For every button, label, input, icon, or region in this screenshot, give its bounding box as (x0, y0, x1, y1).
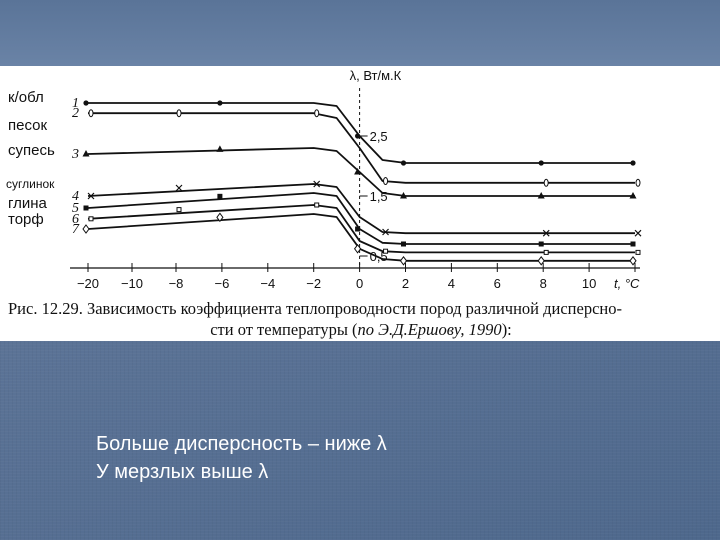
series-marker-7 (399, 255, 408, 266)
series-marker-5 (401, 241, 406, 247)
series-marker-6 (88, 216, 94, 222)
series-marker-3 (82, 150, 90, 157)
x-tick-label: 2 (402, 276, 409, 291)
caption-line-1: Рис. 12.29. Зависимость коэффициента теп… (8, 299, 622, 318)
note-line-2: У мерзлых выше λ (96, 461, 269, 483)
series-marker-7 (353, 243, 362, 254)
series-marker-1 (217, 100, 223, 106)
series-marker-6 (543, 249, 549, 255)
x-tick-label: −2 (306, 276, 321, 291)
y-mark-label: 2,5 (370, 129, 388, 144)
series-line-6 (87, 204, 635, 254)
series-number-7: 7 (72, 222, 80, 237)
series-marker-4 (542, 229, 550, 237)
series-marker-2 (314, 109, 320, 118)
series-marker-1 (355, 133, 361, 139)
series-marker-7 (629, 255, 637, 266)
soil-label-3: супесь (8, 142, 55, 159)
series-marker-2 (88, 109, 94, 118)
x-tick-label: −8 (169, 276, 184, 291)
series-line-2 (88, 112, 635, 184)
series-marker-6 (383, 248, 389, 254)
series-marker-7 (537, 255, 545, 266)
series-marker-2 (383, 177, 389, 185)
x-tick-label: 0 (356, 276, 363, 291)
caption-line-2-c: ): (501, 320, 512, 339)
series-marker-5 (630, 241, 636, 247)
series-marker-5 (538, 241, 544, 247)
series-marker-1 (83, 100, 89, 106)
series-marker-4 (382, 228, 389, 236)
series-marker-3 (400, 192, 407, 199)
series-number-2: 2 (72, 106, 79, 121)
series-number-3: 3 (71, 147, 79, 162)
series-marker-4 (313, 180, 321, 188)
chart-markers (82, 100, 642, 266)
x-tick-label: −20 (77, 276, 99, 291)
series-marker-3 (354, 168, 362, 175)
x-tick-label: −10 (121, 276, 143, 291)
x-tick-label: 10 (582, 276, 596, 291)
series-marker-5 (355, 226, 361, 232)
series-number-1: 1 (72, 96, 79, 111)
series-marker-4 (87, 192, 95, 200)
series-marker-2 (635, 178, 641, 187)
thermal-conductivity-chart: −20 −10 −8 −6 −4 −2 0 2 4 6 8 10λ, Вт/м.Кt, °C2,51,… (6, 68, 642, 291)
y-mark-label: 1,5 (370, 189, 388, 204)
series-marker-6 (176, 207, 182, 213)
figure-caption: Рис. 12.29. Зависимость коэффициента теп… (8, 298, 714, 340)
series-marker-6 (314, 202, 320, 208)
series-number-5: 5 (72, 201, 79, 216)
caption-line-2: сти от температуры (по Э.Д.Ершову, 1990)… (8, 319, 714, 340)
series-line-3 (87, 147, 635, 197)
chart-axes: −20 −10 −8 −6 −4 −2 0 2 4 6 8 10λ, Вт/м.Кt, °C2,51,… (70, 68, 640, 291)
chart-labels: 1 к/обл 2 песок 3 супесь 4 суглинок 56 глина 7 торф (6, 89, 80, 237)
soil-label-1: к/обл (8, 89, 44, 106)
series-marker-5 (83, 205, 89, 211)
series-marker-7 (82, 224, 90, 234)
series-number-4: 4 (72, 189, 79, 204)
soil-label-7: торф (8, 211, 44, 228)
note-line-1: Больше дисперсность – ниже λ (96, 433, 387, 455)
series-line-1 (88, 102, 635, 164)
series-marker-4 (634, 229, 642, 237)
soil-label-2: песок (8, 117, 47, 134)
series-line-7 (87, 213, 635, 262)
y-axis-label: λ, Вт/м.К (350, 68, 402, 83)
series-marker-5 (217, 193, 223, 199)
soil-label-6: глина (8, 195, 48, 212)
series-marker-2 (543, 178, 549, 187)
series-marker-2 (176, 109, 182, 118)
series-marker-3 (537, 192, 545, 199)
series-marker-4 (175, 184, 183, 192)
series-marker-3 (629, 192, 637, 199)
slide-header-band (0, 0, 720, 66)
soil-label-4: суглинок (6, 177, 55, 191)
series-line-4 (87, 183, 635, 235)
x-tick-label: −6 (214, 276, 229, 291)
chart-lines (87, 102, 635, 262)
series-marker-1 (630, 160, 636, 166)
caption-source: по Э.Д.Ершову, 1990 (357, 320, 502, 339)
x-tick-label: 6 (494, 276, 501, 291)
series-marker-1 (400, 160, 407, 166)
slide-notes: Больше дисперсность – ниже λ У мерзлых в… (96, 430, 656, 486)
x-axis-label: t, °C (614, 276, 640, 291)
x-tick-label: −4 (260, 276, 275, 291)
series-number-6: 6 (72, 212, 79, 227)
series-marker-1 (538, 160, 544, 166)
series-marker-3 (216, 145, 224, 152)
series-marker-7 (216, 212, 224, 223)
x-tick-label: 8 (540, 276, 547, 291)
x-tick-label: 4 (448, 276, 455, 291)
caption-line-2-a: сти от температуры ( (210, 320, 358, 339)
series-marker-6 (635, 249, 641, 255)
